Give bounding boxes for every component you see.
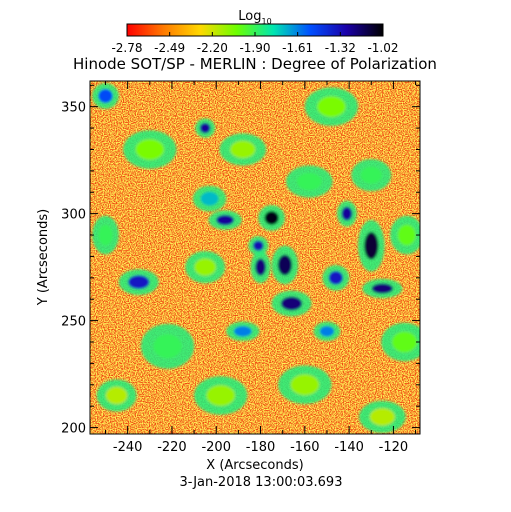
heatmap-image xyxy=(90,81,420,434)
feature-core xyxy=(216,214,234,226)
x-axis-label: X (Arcseconds) xyxy=(206,458,303,473)
colorbar-tick-label: -1.02 xyxy=(367,41,398,55)
feature-core xyxy=(369,408,395,426)
colorbar-tick-label: -2.78 xyxy=(111,41,142,55)
plot-frame xyxy=(89,80,421,435)
colorbar-tick-label: -1.32 xyxy=(325,41,356,55)
x-tick-label: -200 xyxy=(201,440,231,455)
feature-core xyxy=(280,296,303,311)
colorbar-tick-label: -1.61 xyxy=(282,41,313,55)
x-tick-label: -120 xyxy=(379,440,409,455)
feature-core xyxy=(319,326,335,337)
feature-core xyxy=(371,283,393,294)
feature-core xyxy=(360,166,382,184)
x-tick-label: -180 xyxy=(246,440,276,455)
polarization-features xyxy=(92,83,420,433)
feature-core xyxy=(253,240,264,251)
y-axis-label: Y (Arcseconds) xyxy=(36,209,51,306)
feature-core xyxy=(397,224,416,246)
colorbar-title: Log10 xyxy=(238,9,271,26)
feature-core xyxy=(255,258,266,276)
y-tick-label: 350 xyxy=(61,101,86,116)
timestamp-footer: 3-Jan-2018 13:00:03.693 xyxy=(180,475,343,490)
feature-core xyxy=(328,270,343,285)
feature-core xyxy=(296,172,322,191)
colorbar-tick-label: -2.49 xyxy=(154,41,185,55)
x-tick-label: -240 xyxy=(113,440,143,455)
feature-core xyxy=(153,334,182,359)
feature-core xyxy=(317,96,346,117)
feature-core xyxy=(128,275,150,289)
feature-core xyxy=(105,386,128,405)
feature-core xyxy=(206,385,235,406)
feature-core xyxy=(230,140,256,159)
colorbar-tick-label: -2.20 xyxy=(197,41,228,55)
feature-core xyxy=(364,232,379,260)
x-tick-label: -160 xyxy=(290,440,320,455)
y-tick-label: 250 xyxy=(61,315,86,330)
colorbar-ticks: -2.78 -2.49 -2.20 -1.90 -1.61 -1.32 -1.02 xyxy=(111,32,399,55)
chart-title: Hinode SOT/SP - MERLIN : Degree of Polar… xyxy=(73,55,437,73)
feature-core xyxy=(194,258,216,276)
feature-core xyxy=(341,206,353,221)
feature-core xyxy=(264,211,279,225)
axis-ticks: -240 -220 -200 -180 -160 -140 -120 200 250 300 350 xyxy=(61,81,420,455)
feature-core xyxy=(233,326,252,337)
feature-core xyxy=(200,191,219,206)
feature-core xyxy=(135,139,164,160)
feature-core xyxy=(392,331,417,353)
x-tick-label: -220 xyxy=(157,440,187,455)
colorbar-tick-label: -1.90 xyxy=(239,41,270,55)
feature-core xyxy=(98,224,113,246)
feature-core xyxy=(98,89,113,103)
y-tick-label: 300 xyxy=(61,208,86,223)
y-tick-label: 200 xyxy=(61,422,86,437)
feature-core xyxy=(277,254,292,276)
x-tick-label: -140 xyxy=(334,440,364,455)
feature-core xyxy=(290,374,320,396)
feature-core xyxy=(199,122,211,134)
